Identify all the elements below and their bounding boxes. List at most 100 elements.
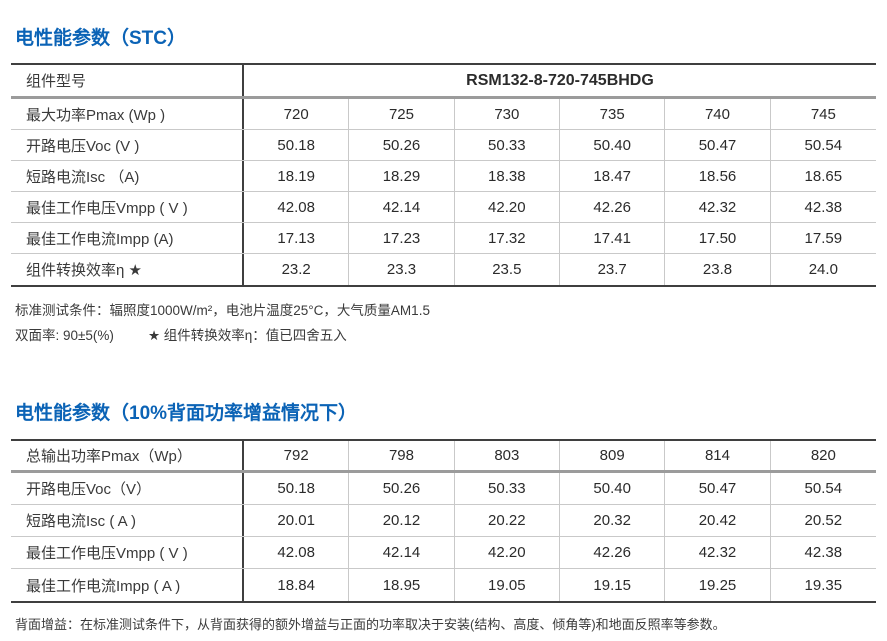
cell-value: 50.47 (665, 473, 771, 504)
table-row: 最大功率Pmax (Wp ) 720 725 730 735 740 745 (11, 99, 876, 130)
cell-value: 18.38 (455, 161, 560, 191)
cell-value: 17.50 (665, 223, 771, 253)
cell-value: 20.01 (244, 505, 350, 536)
cell-value: 735 (560, 99, 666, 129)
row-label: 最佳工作电压Vmpp ( V ) (11, 537, 244, 568)
cell-value: 50.18 (244, 473, 350, 504)
cell-value: 18.47 (560, 161, 666, 191)
cell-value: 24.0 (808, 261, 838, 278)
note-bifaciality-line: 双面率: 90±5(%) ★ 组件转换效率η：值已四舍五入 (15, 323, 876, 348)
table-row: 最佳工作电流Impp (A) 17.13 17.23 17.32 17.41 17.50 1… (11, 223, 876, 254)
row-label: 最佳工作电流Impp (A) (11, 223, 244, 253)
cell-value: 50.40 (560, 473, 666, 504)
cell-value: 17.59 (804, 229, 843, 247)
row-label: 短路电流Isc （A) (11, 161, 244, 191)
cell-value: 809 (560, 441, 666, 470)
cell-value: 23.8 (665, 254, 771, 285)
cell-value: 18.56 (665, 161, 771, 191)
stc-notes: 标准测试条件：辐照度1000W/m²，电池片温度25°C，大气质量AM1.5 双… (11, 298, 876, 348)
cell-value: 20.22 (455, 505, 560, 536)
cell-value: 17.32 (455, 223, 560, 253)
cell-value: 42.08 (244, 192, 350, 222)
cell-value: 50.40 (560, 130, 666, 160)
cell-value: 23.2 (244, 254, 350, 285)
note-bifaciality: 双面率: 90±5(%) (15, 328, 114, 343)
cell-value: 42.20 (455, 537, 560, 568)
row-label: 总输出功率Pmax（Wp） (11, 441, 244, 470)
cell-value: 42.38 (804, 544, 843, 561)
cell-value: 42.08 (244, 537, 350, 568)
section-title-rear-gain: 电性能参数（10%背面功率增益情况下） (15, 403, 358, 424)
cell-value: 42.20 (455, 192, 560, 222)
cell-value: 50.54 (804, 480, 843, 497)
note-test-conditions: 标准测试条件：辐照度1000W/m²，电池片温度25°C，大气质量AM1.5 (15, 303, 430, 318)
cell-value: 792 (244, 441, 350, 470)
cell-value: 17.23 (349, 223, 455, 253)
table-row: 最佳工作电流Impp ( A ) 18.84 18.95 19.05 19.15 19.2… (11, 569, 876, 601)
table-row: 短路电流Isc ( A ) 20.01 20.12 20.22 20.32 20.42 20… (11, 505, 876, 537)
rear-gain-table-body: 总输出功率Pmax（Wp） 792 798 803 809 814 820 开路电压Voc（V… (11, 441, 876, 601)
table-row: 开路电压Voc (V ) 50.18 50.26 50.33 50.40 50.47 50.… (11, 130, 876, 161)
table-row: 开路电压Voc（V） 50.18 50.26 50.33 50.40 50.47 50.54 (11, 473, 876, 505)
model-header-label: 组件型号 (11, 65, 244, 96)
model-number: RSM132-8-720-745BHDG (466, 71, 654, 89)
table-row: 总输出功率Pmax（Wp） 792 798 803 809 814 820 (11, 441, 876, 473)
cell-value: 42.38 (804, 198, 843, 216)
cell-value: 18.19 (244, 161, 350, 191)
cell-value: 42.26 (560, 537, 666, 568)
cell-value: 42.14 (349, 192, 455, 222)
cell-value: 42.32 (665, 192, 771, 222)
table-row: 组件转换效率η ★ 23.2 23.3 23.5 23.7 23.8 24.0 (11, 254, 876, 285)
table-header-row: 组件型号 RSM132-8-720-745BHDG (11, 65, 876, 99)
cell-value: 20.12 (349, 505, 455, 536)
row-label: 开路电压Voc (V ) (11, 130, 244, 160)
cell-value: 23.5 (455, 254, 560, 285)
table-row: 最佳工作电压Vmpp ( V ) 42.08 42.14 42.20 42.26 42.3… (11, 537, 876, 569)
row-label: 最佳工作电压Vmpp ( V ) (11, 192, 244, 222)
cell-value: 50.18 (244, 130, 350, 160)
cell-value: 725 (349, 99, 455, 129)
cell-value: 17.13 (244, 223, 350, 253)
cell-value: 42.32 (665, 537, 771, 568)
cell-value: 23.7 (560, 254, 666, 285)
stc-table: 组件型号 RSM132-8-720-745BHDG 最大功率Pmax (Wp )… (11, 63, 876, 287)
row-label: 组件转换效率η ★ (11, 254, 244, 285)
cell-value: 19.25 (665, 569, 771, 601)
cell-value: 50.26 (349, 130, 455, 160)
cell-value: 730 (455, 99, 560, 129)
row-label: 最大功率Pmax (Wp ) (11, 99, 244, 129)
cell-value: 814 (665, 441, 771, 470)
rear-gain-table: 总输出功率Pmax（Wp） 792 798 803 809 814 820 开路电压Voc（V… (11, 439, 876, 603)
row-label: 最佳工作电流Impp ( A ) (11, 569, 244, 601)
cell-value: 50.33 (455, 473, 560, 504)
cell-value: 798 (349, 441, 455, 470)
cell-value: 50.26 (349, 473, 455, 504)
cell-value: 20.52 (804, 512, 843, 529)
cell-value: 18.84 (244, 569, 350, 601)
cell-value: 42.26 (560, 192, 666, 222)
cell-value: 50.33 (455, 130, 560, 160)
cell-value: 17.41 (560, 223, 666, 253)
section-title-stc: 电性能参数（STC） (15, 28, 187, 49)
cell-value: 19.35 (804, 576, 843, 594)
cell-value: 720 (244, 99, 350, 129)
cell-value: 20.42 (665, 505, 771, 536)
table-row: 短路电流Isc （A) 18.19 18.29 18.38 18.47 18.56 18.6… (11, 161, 876, 192)
cell-value: 745 (810, 105, 836, 123)
cell-value: 18.95 (349, 569, 455, 601)
cell-value: 740 (665, 99, 771, 129)
cell-value: 19.05 (455, 569, 560, 601)
cell-value: 50.54 (804, 136, 843, 154)
cell-value: 23.3 (349, 254, 455, 285)
cell-value: 803 (455, 441, 560, 470)
stc-table-body: 最大功率Pmax (Wp ) 720 725 730 735 740 745 开路电压Voc … (11, 99, 876, 285)
cell-value: 20.32 (560, 505, 666, 536)
cell-value: 18.65 (804, 167, 843, 185)
cell-value: 42.14 (349, 537, 455, 568)
cell-value: 820 (810, 447, 836, 464)
table-row: 最佳工作电压Vmpp ( V ) 42.08 42.14 42.20 42.26 42.3… (11, 192, 876, 223)
row-label: 开路电压Voc（V） (11, 473, 244, 504)
note-efficiency-rounding: ★ 组件转换效率η：值已四舍五入 (147, 328, 347, 343)
cell-value: 19.15 (560, 569, 666, 601)
